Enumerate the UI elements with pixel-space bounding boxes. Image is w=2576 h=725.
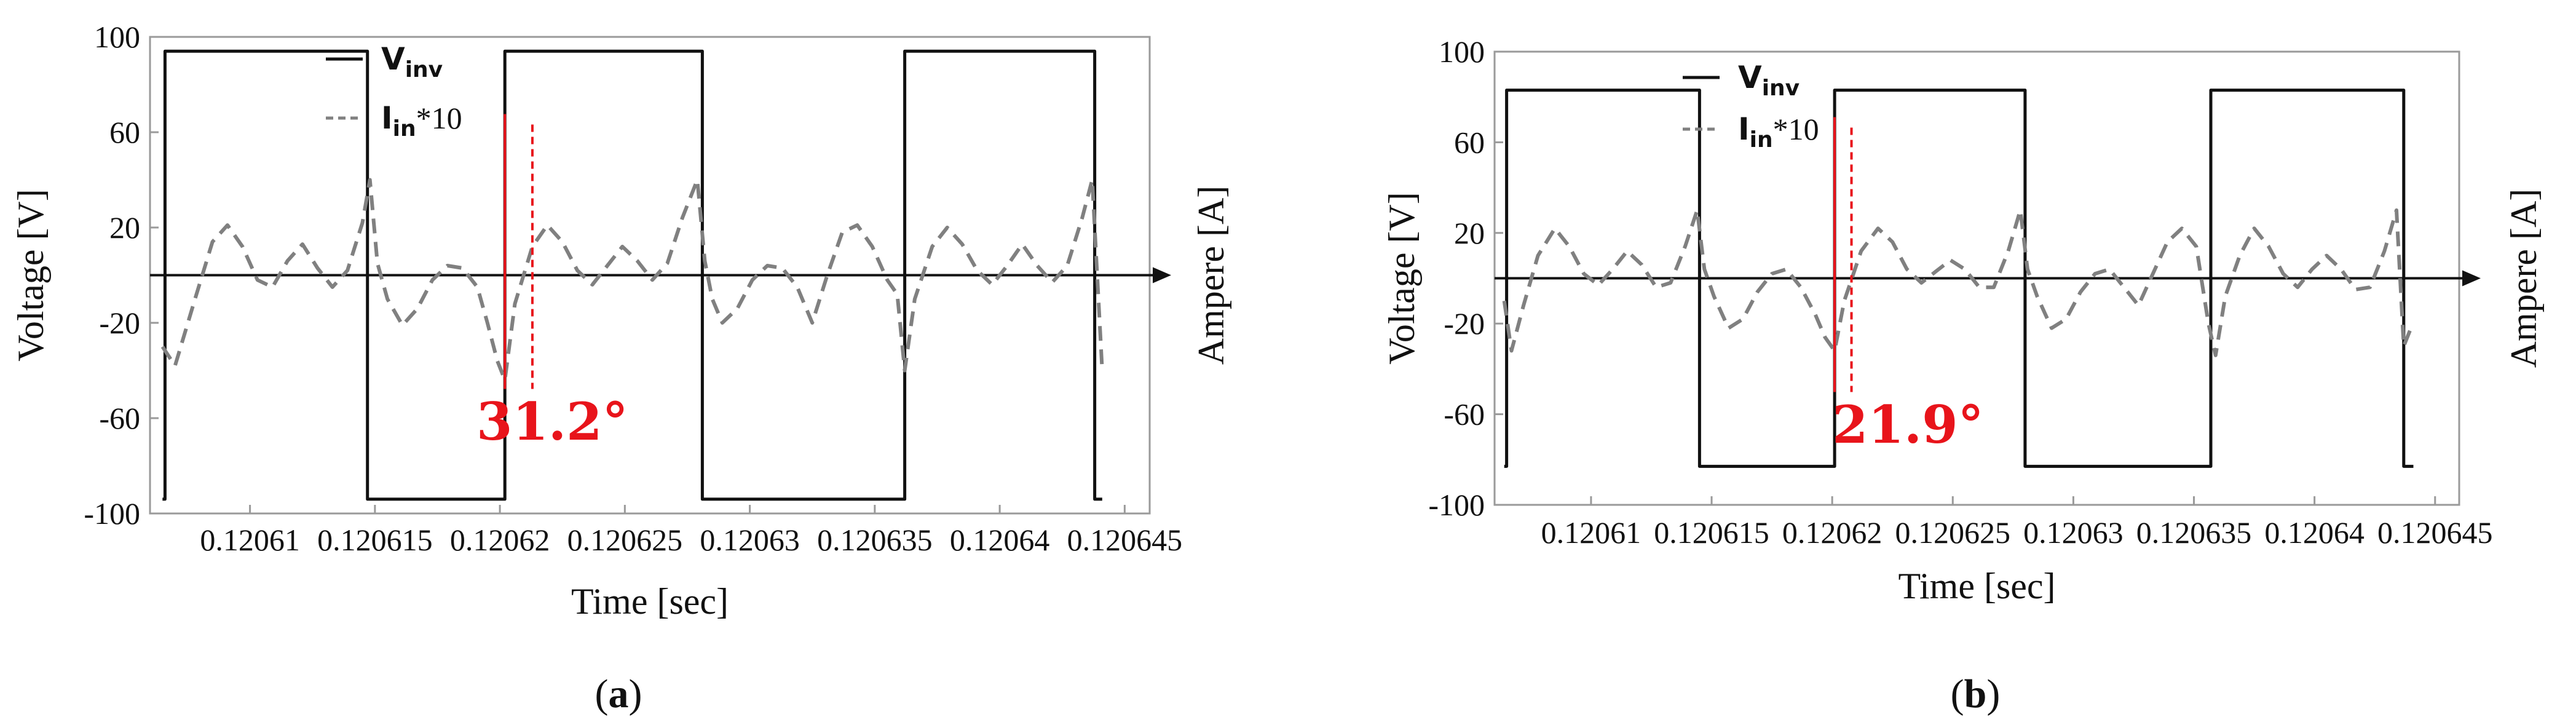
panel-label: (a) — [595, 672, 642, 716]
zero-axis-arrowhead — [1153, 267, 1171, 283]
x-tick-label: 0.120615 — [1654, 515, 1769, 550]
x-tick-label: 0.12061 — [200, 523, 300, 557]
x-tick-label: 0.120625 — [567, 523, 683, 557]
series-line-voltage — [162, 49, 1102, 501]
x-tick-label: 0.12062 — [450, 523, 550, 557]
y-tick-label: -60 — [99, 401, 140, 435]
x-tick-label: 0.120635 — [817, 523, 933, 557]
series-line-current — [160, 178, 1104, 382]
x-axis-label: Time [sec] — [1898, 566, 2055, 606]
x-tick-label: 0.120625 — [1895, 515, 2011, 550]
phase-angle-label: 21.9° — [1832, 394, 1984, 455]
legend-entry: Vinv — [381, 41, 443, 82]
chart-panel-a: 100 60 20 -20 -60 -100 0.12061 0.120615 0.12062 0… — [10, 20, 1231, 716]
series-line-current — [1502, 208, 2413, 357]
panel-label: (b) — [1951, 672, 2001, 716]
y-tick-label: 100 — [1439, 34, 1485, 69]
x-tick-label: 0.12063 — [700, 523, 800, 557]
legend-entry: Vinv — [1738, 60, 1800, 101]
zero-axis-arrowhead — [2462, 270, 2481, 287]
series-line-voltage — [1504, 89, 2414, 468]
x-tick-label: 0.120635 — [2136, 515, 2252, 550]
x-axis-label: Time [sec] — [571, 581, 729, 622]
y-tick-label: 20 — [109, 210, 140, 245]
chart-panel-b: 100 60 20 -20 -60 -100 0.12061 0.120615 0.12062 0… — [1381, 34, 2544, 716]
x-tick-label: 0.120645 — [1067, 523, 1183, 557]
y-axis-label: Voltage [V] — [10, 189, 51, 362]
y-tick-label: -100 — [1428, 488, 1485, 522]
y-tick-label: -60 — [1444, 397, 1485, 432]
legend-entry: Iin*10 — [1738, 111, 1819, 153]
x-tick-label: 0.12062 — [1782, 515, 1883, 550]
y-tick-label: -100 — [84, 496, 140, 531]
y2-axis-label: Ampere [A] — [2503, 189, 2544, 368]
y-tick-label: 20 — [1454, 216, 1485, 250]
y-tick-label: 100 — [94, 20, 140, 54]
y-tick-label: 60 — [1454, 125, 1485, 159]
y2-axis-label: Ampere [A] — [1191, 186, 1231, 365]
x-tick-label: 0.12063 — [2023, 515, 2124, 550]
y-tick-label: -20 — [1444, 306, 1485, 341]
phase-angle-label: 31.2° — [476, 391, 628, 452]
x-tick-label: 0.120645 — [2377, 515, 2493, 550]
y-tick-label: 60 — [109, 115, 140, 149]
x-tick-label: 0.12061 — [1541, 515, 1642, 550]
legend-entry: Iin*10 — [381, 100, 462, 141]
x-tick-label: 0.120615 — [317, 523, 433, 557]
y-axis-label: Voltage [V] — [1381, 192, 1422, 365]
y-tick-label: -20 — [99, 306, 140, 340]
x-tick-label: 0.12064 — [2264, 515, 2365, 550]
x-tick-label: 0.12064 — [950, 523, 1050, 557]
